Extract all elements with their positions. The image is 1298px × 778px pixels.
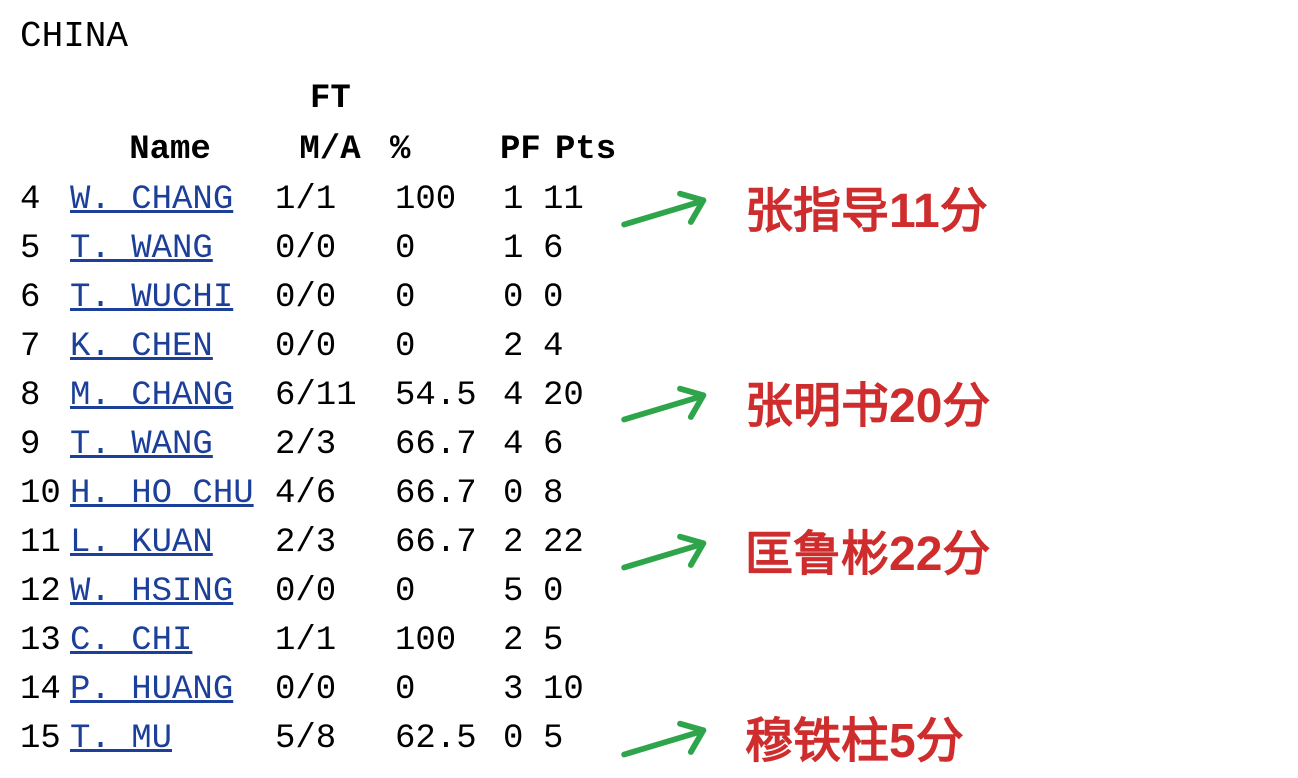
points: 22 bbox=[543, 518, 603, 569]
player-name-link[interactable]: T. MU bbox=[70, 714, 275, 765]
points: 0 bbox=[543, 273, 603, 324]
col-pct: % bbox=[390, 125, 500, 176]
player-name-link[interactable]: K. CHEN bbox=[70, 322, 275, 373]
ft-percent: 0 bbox=[395, 567, 503, 618]
annotation-text: 穆铁柱5分 bbox=[745, 706, 964, 778]
player-number: 6 bbox=[20, 273, 70, 324]
ft-made-attempt: 2/3 bbox=[275, 420, 395, 471]
player-number: 11 bbox=[20, 518, 70, 569]
ft-made-attempt: 1/1 bbox=[275, 616, 395, 667]
ft-made-attempt: 5/8 bbox=[275, 714, 395, 765]
annotation-text: 匡鲁彬22分 bbox=[745, 519, 990, 591]
table-row: 7K. CHEN0/0024 bbox=[20, 323, 1280, 372]
ft-percent: 0 bbox=[395, 665, 503, 716]
stat-group-header: FT Name M/A % PF Pts bbox=[20, 74, 1280, 176]
ft-made-attempt: 0/0 bbox=[275, 273, 395, 324]
col-pts: Pts bbox=[555, 125, 625, 176]
ft-made-attempt: 2/3 bbox=[275, 518, 395, 569]
points: 5 bbox=[543, 714, 603, 765]
ft-percent: 62.5 bbox=[395, 714, 503, 765]
player-number: 10 bbox=[20, 469, 70, 520]
player-name-link[interactable]: W. HSING bbox=[70, 567, 275, 618]
personal-fouls: 1 bbox=[503, 224, 543, 275]
personal-fouls: 1 bbox=[503, 175, 543, 226]
col-name: Name bbox=[70, 125, 270, 176]
ft-made-attempt: 0/0 bbox=[275, 665, 395, 716]
player-name-link[interactable]: P. HUANG bbox=[70, 665, 275, 716]
ft-percent: 100 bbox=[395, 616, 503, 667]
annotation-text: 张明书20分 bbox=[745, 371, 990, 443]
points: 20 bbox=[543, 371, 603, 422]
points: 10 bbox=[543, 665, 603, 716]
personal-fouls: 4 bbox=[503, 420, 543, 471]
ft-percent: 66.7 bbox=[395, 518, 503, 569]
ft-percent: 66.7 bbox=[395, 469, 503, 520]
player-number: 8 bbox=[20, 371, 70, 422]
points: 11 bbox=[543, 175, 603, 226]
arrow-icon bbox=[610, 187, 730, 237]
ft-percent: 100 bbox=[395, 175, 503, 226]
personal-fouls: 5 bbox=[503, 567, 543, 618]
player-name-link[interactable]: T. WANG bbox=[70, 420, 275, 471]
ft-made-attempt: 0/0 bbox=[275, 322, 395, 373]
annotation: 张明书20分 bbox=[610, 371, 990, 443]
ft-made-attempt: 4/6 bbox=[275, 469, 395, 520]
annotation: 穆铁柱5分 bbox=[610, 706, 964, 778]
col-pf: PF bbox=[500, 125, 555, 176]
personal-fouls: 0 bbox=[503, 469, 543, 520]
points: 4 bbox=[543, 322, 603, 373]
player-number: 14 bbox=[20, 665, 70, 716]
player-number: 4 bbox=[20, 175, 70, 226]
player-number: 13 bbox=[20, 616, 70, 667]
annotation-text: 张指导11分 bbox=[745, 176, 988, 248]
ft-percent: 0 bbox=[395, 273, 503, 324]
player-number: 7 bbox=[20, 322, 70, 373]
player-name-link[interactable]: C. CHI bbox=[70, 616, 275, 667]
player-number: 12 bbox=[20, 567, 70, 618]
arrow-icon bbox=[610, 717, 730, 767]
personal-fouls: 2 bbox=[503, 322, 543, 373]
points: 6 bbox=[543, 224, 603, 275]
team-title: CHINA bbox=[20, 10, 1280, 64]
stats-table-body: 4W. CHANG1/11001115T. WANG0/00166T. WUCH… bbox=[20, 176, 1280, 764]
ft-made-attempt: 0/0 bbox=[275, 567, 395, 618]
personal-fouls: 0 bbox=[503, 714, 543, 765]
ft-percent: 0 bbox=[395, 322, 503, 373]
ft-percent: 66.7 bbox=[395, 420, 503, 471]
arrow-icon bbox=[610, 530, 730, 580]
player-name-link[interactable]: L. KUAN bbox=[70, 518, 275, 569]
points: 5 bbox=[543, 616, 603, 667]
player-number: 15 bbox=[20, 714, 70, 765]
player-number: 9 bbox=[20, 420, 70, 471]
ft-percent: 54.5 bbox=[395, 371, 503, 422]
ft-made-attempt: 6/11 bbox=[275, 371, 395, 422]
ft-percent: 0 bbox=[395, 224, 503, 275]
player-name-link[interactable]: H. HO CHU bbox=[70, 469, 275, 520]
player-name-link[interactable]: T. WANG bbox=[70, 224, 275, 275]
player-name-link[interactable]: T. WUCHI bbox=[70, 273, 275, 324]
points: 6 bbox=[543, 420, 603, 471]
points: 8 bbox=[543, 469, 603, 520]
personal-fouls: 2 bbox=[503, 518, 543, 569]
ft-made-attempt: 1/1 bbox=[275, 175, 395, 226]
points: 0 bbox=[543, 567, 603, 618]
personal-fouls: 4 bbox=[503, 371, 543, 422]
annotation: 匡鲁彬22分 bbox=[610, 519, 990, 591]
table-row: 13C. CHI1/110025 bbox=[20, 617, 1280, 666]
table-row: 10H. HO CHU4/666.708 bbox=[20, 470, 1280, 519]
personal-fouls: 3 bbox=[503, 665, 543, 716]
annotation: 张指导11分 bbox=[610, 176, 988, 248]
ft-made-attempt: 0/0 bbox=[275, 224, 395, 275]
player-name-link[interactable]: W. CHANG bbox=[70, 175, 275, 226]
arrow-icon bbox=[610, 382, 730, 432]
personal-fouls: 0 bbox=[503, 273, 543, 324]
table-row: 6T. WUCHI0/0000 bbox=[20, 274, 1280, 323]
personal-fouls: 2 bbox=[503, 616, 543, 667]
player-name-link[interactable]: M. CHANG bbox=[70, 371, 275, 422]
col-ma: M/A bbox=[270, 125, 390, 176]
player-number: 5 bbox=[20, 224, 70, 275]
